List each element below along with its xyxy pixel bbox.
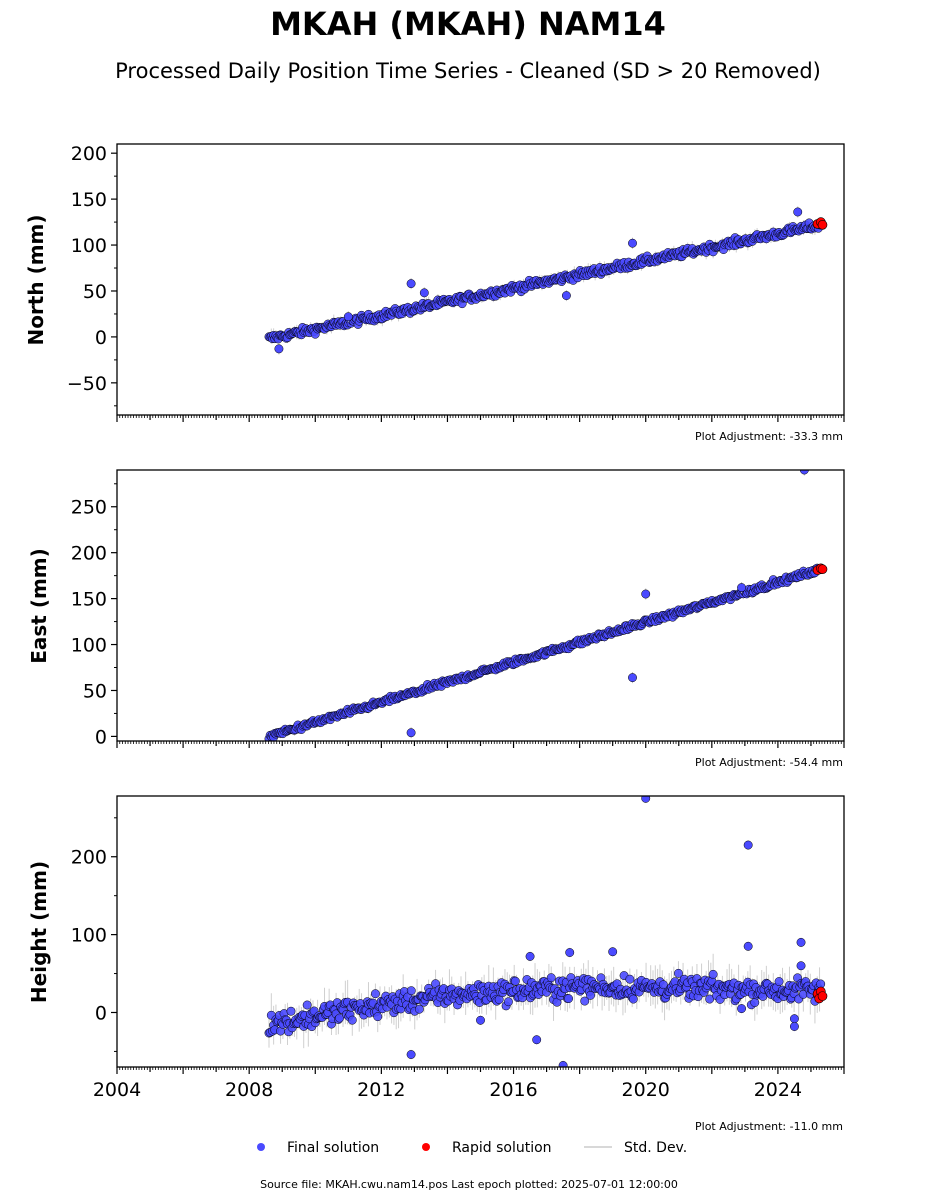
height-final-point [414,1004,424,1014]
north-plot-adjustment: Plot Adjustment: -33.3 mm [695,430,843,443]
height-final-point [628,994,638,1004]
height-final-point [658,980,668,990]
east-axes-frame [116,469,845,742]
height-data-group [264,796,828,1067]
north-ytick-label: 200 [71,143,107,165]
north-ytick-label: 100 [71,235,107,257]
height-final-point [774,977,784,986]
height-outlier-point [743,840,753,850]
north-rapid-point [817,220,828,230]
height-axis-label: Height (mm) [27,861,51,1003]
north-outlier-point [274,344,284,354]
height-plot-adjustment: Plot Adjustment: -11.0 mm [695,1120,843,1133]
height-axes-frame [116,795,845,1068]
north-outlier-point [793,207,803,217]
height-xtick-label: 2016 [489,1079,537,1101]
height-final-point [564,994,574,1004]
figure-title: MKAH (MKAH) NAM14 [270,5,666,43]
north-data-group [264,206,828,355]
east-outlier-point [799,470,809,475]
north-ytick-label: 0 [95,327,107,349]
height-final-point [347,1015,357,1025]
north-outlier-point [419,288,429,298]
north-outlier-point [628,238,637,248]
height-xtick-label: 2004 [93,1079,141,1101]
height-outlier-point [796,937,806,947]
east-outlier-point [737,583,747,593]
height-xtick-label: 2008 [225,1079,273,1101]
height-outlier-point [796,961,806,971]
east-ytick-label: 250 [71,497,107,519]
north-outlier-point [561,291,571,301]
height-xtick-label: 2012 [357,1079,405,1101]
east-axis-label: East (mm) [27,548,51,664]
height-outlier-point [525,951,535,961]
north-ytick-label: 50 [83,281,107,303]
legend-final-label: Final solution [287,1140,379,1156]
height-outlier-point [532,1035,542,1045]
height-outlier-point [406,1050,416,1059]
height-final-point [750,998,760,1007]
height-panel: Height (mm) Plot Adjustment: -11.0 mm 0 1… [27,795,845,1133]
height-final-point [373,1012,383,1022]
height-xtick-label: 2020 [622,1079,670,1101]
east-data-group [264,470,828,741]
east-outlier-point [641,589,651,599]
legend: Final solution Rapid solution Std. Dev. [257,1140,687,1156]
east-rapid-point [817,564,828,575]
height-final-point [335,1013,345,1023]
height-outlier-point [789,1022,799,1031]
north-panel: North (mm) Plot Adjustment: -33.3 mm −50… [24,143,845,443]
height-rapid-point [817,991,828,1001]
height-outlier-point [789,1014,799,1024]
north-axis-label: North (mm) [24,214,48,345]
figure-subtitle: Processed Daily Position Time Series - C… [115,59,821,83]
east-outlier-point [406,728,416,738]
height-final-point [580,996,590,1006]
north-ytick-label: 150 [71,189,107,211]
legend-final-marker [257,1143,265,1151]
legend-rapid-label: Rapid solution [452,1140,552,1156]
height-final-point [673,968,683,978]
height-ytick-label: 0 [95,1002,107,1024]
height-final-point [510,976,520,986]
north-outlier-point [406,279,416,289]
north-axes-frame [116,143,845,416]
north-outlier-point [343,312,353,322]
height-outlier-point [476,1015,485,1025]
height-outlier-point [737,1004,747,1014]
height-outlier-point [641,796,651,803]
height-outlier-point [565,948,575,957]
height-final-point [370,989,380,999]
east-ytick-label: 0 [95,726,107,748]
legend-std-label: Std. Dev. [624,1140,687,1156]
east-ytick-label: 200 [71,543,107,565]
legend-rapid-marker [422,1143,430,1151]
east-ytick-label: 100 [71,635,107,657]
height-outlier-point [558,1060,568,1067]
height-final-point [406,986,416,996]
height-final-point [546,973,556,983]
height-xtick-label: 2024 [754,1079,802,1101]
height-outlier-point [743,941,753,951]
height-final-point [503,997,513,1007]
source-footer: Source file: MKAH.cwu.nam14.pos Last epo… [260,1178,678,1191]
north-ytick-label: −50 [67,373,107,395]
east-ytick-label: 50 [83,680,107,702]
height-ytick-label: 100 [71,925,107,947]
height-outlier-point [608,947,618,957]
height-final-point [286,1006,296,1016]
height-final-point [708,969,718,979]
east-panel: East (mm) Plot Adjustment: -54.4 mm 0 50 1… [27,469,845,769]
height-final-point [302,1000,312,1010]
east-ytick-label: 150 [71,589,107,611]
height-ytick-label: 200 [71,847,107,869]
height-final-point [625,974,635,984]
east-outlier-point [628,673,637,683]
east-plot-adjustment: Plot Adjustment: -54.4 mm [695,756,843,769]
